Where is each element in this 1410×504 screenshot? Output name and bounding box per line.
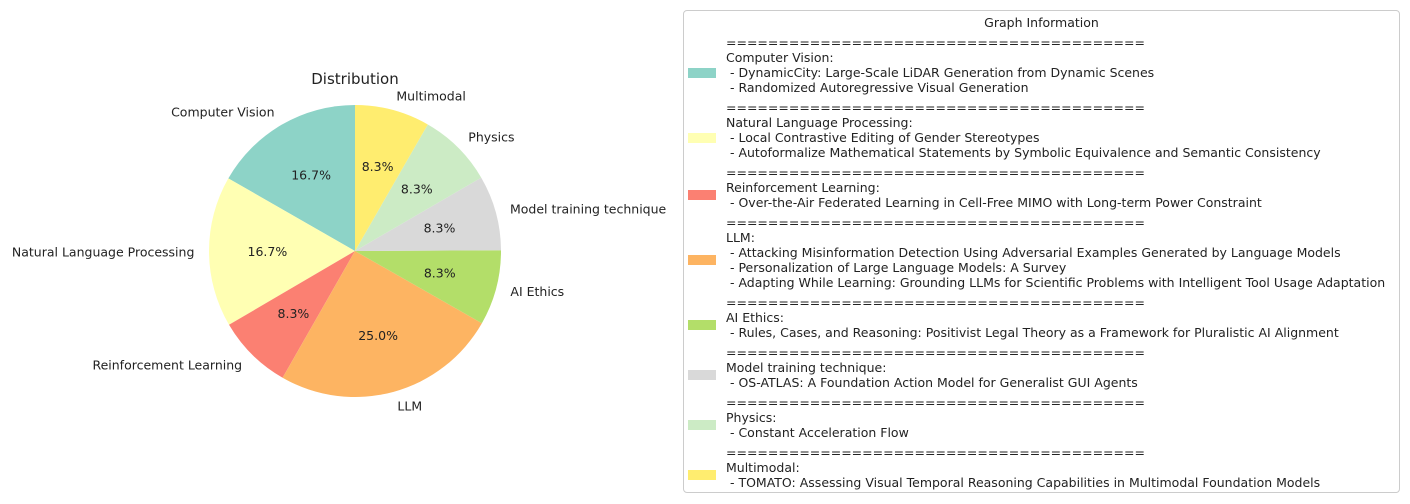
legend-category: Reinforcement Learning: (726, 180, 880, 195)
legend-entry: ========================================… (684, 445, 1399, 490)
legend-paper-title: - Constant Acceleration Flow (726, 425, 909, 440)
legend-color-swatch (688, 67, 716, 78)
legend-entry-text: Computer Vision: - DynamicCity: Large-Sc… (726, 50, 1154, 95)
legend-paper-title: - DynamicCity: Large-Scale LiDAR Generat… (726, 65, 1155, 80)
legend-paper-title: - Personalization of Large Language Mode… (726, 260, 1067, 275)
legend-color-swatch (688, 190, 716, 200)
legend-entry-text: Physics: - Constant Acceleration Flow (726, 410, 909, 440)
legend-entry-text: Reinforcement Learning: - Over-the-Air F… (726, 180, 1262, 210)
pie-slice (355, 177, 501, 251)
legend-paper-title: - OS-ATLAS: A Foundation Action Model fo… (726, 375, 1138, 390)
legend-color-swatch (688, 255, 716, 265)
legend-entry: ========================================… (684, 165, 1399, 210)
slice-percent-label: 8.3% (362, 159, 394, 174)
slice-category-label: AI Ethics (510, 284, 564, 299)
legend-paper-title: - Over-the-Air Federated Learning in Cel… (726, 195, 1262, 210)
legend-separator: ======================================== (726, 215, 1145, 230)
legend-entry: ========================================… (684, 295, 1399, 340)
legend-category: Multimodal: (726, 460, 800, 475)
legend-entry-text: AI Ethics: - Rules, Cases, and Reasoning… (726, 310, 1339, 340)
pie-slice (228, 105, 355, 251)
slice-category-label: Physics (468, 130, 514, 145)
slice-category-label: Computer Vision (171, 105, 274, 120)
pie-chart: Distribution 16.7% Computer Vision 16.7% Na… (12, 70, 667, 413)
legend-entry: ========================================… (684, 395, 1399, 440)
slice-percent-label: 8.3% (401, 181, 433, 196)
legend-entry-text: Natural Language Processing: - Local Con… (726, 115, 1321, 160)
legend-separator: ======================================== (726, 35, 1145, 50)
legend: Graph Information ======================… (683, 10, 1400, 493)
legend-category: LLM: (726, 230, 755, 245)
legend-paper-title: - Rules, Cases, and Reasoning: Positivis… (726, 325, 1339, 340)
slice-percent-label: 16.7% (248, 244, 288, 259)
legend-entry-text: Model training technique: - OS-ATLAS: A … (726, 360, 1138, 390)
legend-category: Natural Language Processing: (726, 115, 913, 130)
legend-color-swatch (688, 320, 716, 330)
legend-paper-title: - Autoformalize Mathematical Statements … (726, 145, 1321, 160)
legend-category: AI Ethics: (726, 310, 785, 325)
chart-title: Distribution (311, 70, 399, 88)
pie-slice (355, 124, 482, 251)
pie-slice (209, 178, 355, 325)
legend-entry: ========================================… (684, 100, 1399, 160)
legend-color-swatch (688, 132, 716, 143)
legend-title: Graph Information (984, 15, 1099, 30)
legend-separator: ======================================== (726, 445, 1145, 460)
slice-percent-label: 8.3% (424, 221, 456, 236)
slice-percent-label: 8.3% (278, 306, 310, 321)
slice-category-label: Reinforcement Learning (92, 358, 242, 373)
legend-entry-text: LLM: - Attacking Misinformation Detectio… (726, 230, 1385, 290)
legend-color-swatch (688, 370, 716, 380)
legend-category: Model training technique: (726, 360, 887, 375)
pie-labels: 16.7% Computer Vision 16.7% Natural Languag… (12, 88, 667, 413)
slice-percent-label: 16.7% (291, 168, 331, 183)
legend-paper-title: - TOMATO: Assessing Visual Temporal Reas… (726, 475, 1321, 490)
slice-category-label: Natural Language Processing (12, 244, 195, 259)
pie-slices (209, 105, 502, 397)
legend-paper-title: - Adapting While Learning: Grounding LLM… (726, 275, 1386, 290)
legend-paper-title: - Randomized Autoregressive Visual Gener… (726, 80, 1029, 95)
legend-entry: ========================================… (684, 345, 1399, 390)
pie-slice (355, 105, 428, 251)
slice-category-label: LLM (397, 398, 422, 413)
legend-separator: ======================================== (726, 100, 1145, 115)
slice-percent-label: 8.3% (424, 266, 456, 281)
pie-slice (355, 250, 502, 324)
legend-color-swatch (688, 420, 716, 430)
legend-separator: ======================================== (726, 395, 1145, 410)
slice-category-label: Multimodal (396, 88, 465, 103)
legend-color-swatch (688, 470, 716, 480)
legend-separator: ======================================== (726, 165, 1145, 180)
legend-paper-title: - Local Contrastive Editing of Gender St… (726, 130, 1040, 145)
legend-category: Physics: (726, 410, 777, 425)
legend-paper-title: - Attacking Misinformation Detection Usi… (726, 245, 1341, 260)
legend-category: Computer Vision: (726, 50, 834, 65)
legend-entry: ========================================… (684, 215, 1399, 290)
slice-category-label: Model training technique (510, 201, 667, 216)
legend-separator: ======================================== (726, 345, 1145, 360)
pie-slice (229, 251, 355, 378)
slice-percent-label: 25.0% (358, 328, 398, 343)
pie-slice (282, 251, 482, 397)
legend-entry: ========================================… (684, 35, 1399, 95)
legend-entry-text: Multimodal: - TOMATO: Assessing Visual T… (726, 460, 1320, 490)
legend-separator: ======================================== (726, 295, 1145, 310)
